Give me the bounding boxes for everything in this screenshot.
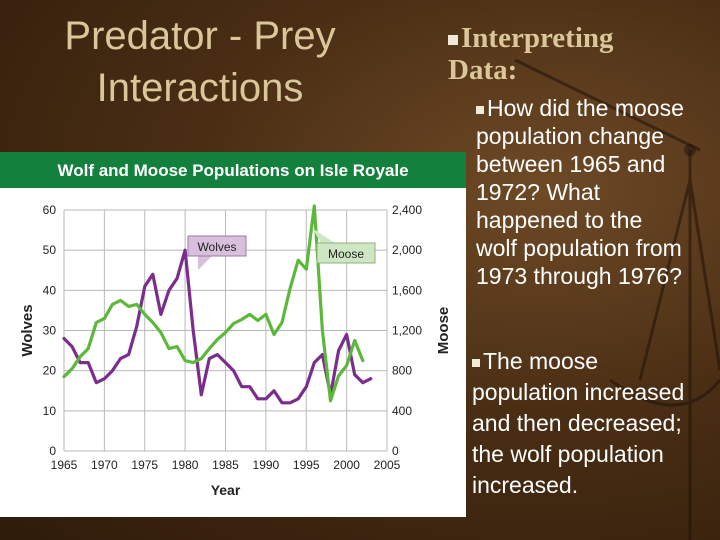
- answer-line-3: and then decreased;: [472, 410, 682, 436]
- question-line-1: How did the moose: [487, 95, 684, 121]
- y-axis-left-label: Wolves: [19, 304, 36, 356]
- bullet-square-icon: [472, 358, 480, 367]
- y-left-tick-label: 0: [49, 444, 56, 458]
- x-axis-label: Year: [211, 482, 241, 498]
- question-line-4: 1972? What: [476, 179, 601, 205]
- y-left-tick-label: 10: [43, 404, 57, 418]
- y-right-tick-label: 400: [392, 404, 412, 418]
- slide-title-line-1: Predator - Prey: [64, 14, 336, 58]
- question-line-5: happened to the: [476, 207, 643, 233]
- slide-title: Predator - Prey Interactions: [30, 10, 370, 114]
- x-tick-label: 1975: [131, 458, 158, 472]
- x-tick-label: 1970: [91, 458, 118, 472]
- x-tick-label: 2000: [333, 458, 360, 472]
- y-right-tick-label: 1,200: [392, 324, 422, 338]
- y-left-tick-label: 50: [43, 243, 57, 257]
- question-text: How did the moose population change betw…: [476, 94, 716, 290]
- heading-line-2: Data:: [448, 54, 518, 86]
- chart-title: Wolf and Moose Populations on Isle Royal…: [57, 161, 409, 180]
- wolves-callout-pointer: [198, 256, 212, 270]
- y-left-tick-label: 60: [43, 203, 57, 217]
- question-line-7: 1973 through 1976?: [476, 263, 682, 289]
- wolves-callout-label: Wolves: [197, 240, 236, 254]
- wolves-callout-box: [187, 235, 247, 257]
- answer-line-4: the wolf population: [472, 441, 664, 467]
- answer-line-5: increased.: [472, 472, 579, 498]
- y-left-tick-label: 40: [43, 283, 57, 297]
- interpreting-data-heading: Interpreting Data:: [448, 22, 718, 86]
- answer-line-2: population increased: [472, 379, 685, 405]
- y-axis-right-label: Moose: [435, 307, 452, 355]
- answer-line-1: The moose: [483, 348, 599, 374]
- question-line-2: population change: [476, 123, 664, 149]
- x-tick-label: 1980: [172, 458, 199, 472]
- wolves-series-line: [62, 248, 373, 405]
- population-chart: Wolf and Moose Populations on Isle Royal…: [0, 152, 466, 517]
- moose-callout-label: Moose: [328, 247, 364, 261]
- x-tick-label: 1985: [212, 458, 239, 472]
- x-tick-label: 1990: [253, 458, 280, 472]
- slide-title-line-2: Interactions: [96, 66, 304, 110]
- x-tick-label: 1995: [293, 458, 320, 472]
- y-right-tick-label: 0: [392, 444, 399, 458]
- y-left-tick-label: 20: [43, 364, 57, 378]
- y-left-tick-label: 30: [43, 324, 57, 338]
- answer-text: The moose population increased and then …: [472, 346, 717, 501]
- moose-callout-box: [316, 242, 376, 264]
- y-right-tick-label: 800: [392, 364, 412, 378]
- y-right-tick-label: 2,400: [392, 203, 422, 217]
- chart-title-banner: [0, 152, 466, 188]
- x-tick-label: 1965: [51, 458, 78, 472]
- bullet-square-icon: [448, 35, 458, 46]
- heading-line-1: Interpreting: [461, 22, 614, 54]
- bullet-square-icon: [476, 105, 484, 114]
- y-right-tick-label: 1,600: [392, 283, 422, 297]
- moose-callout-pointer: [312, 228, 335, 243]
- x-tick-label: 2005: [374, 458, 401, 472]
- moose-series-line: [62, 204, 365, 403]
- question-line-6: wolf population from: [476, 235, 682, 261]
- question-line-3: between 1965 and: [476, 151, 666, 177]
- y-right-tick-label: 2,000: [392, 243, 422, 257]
